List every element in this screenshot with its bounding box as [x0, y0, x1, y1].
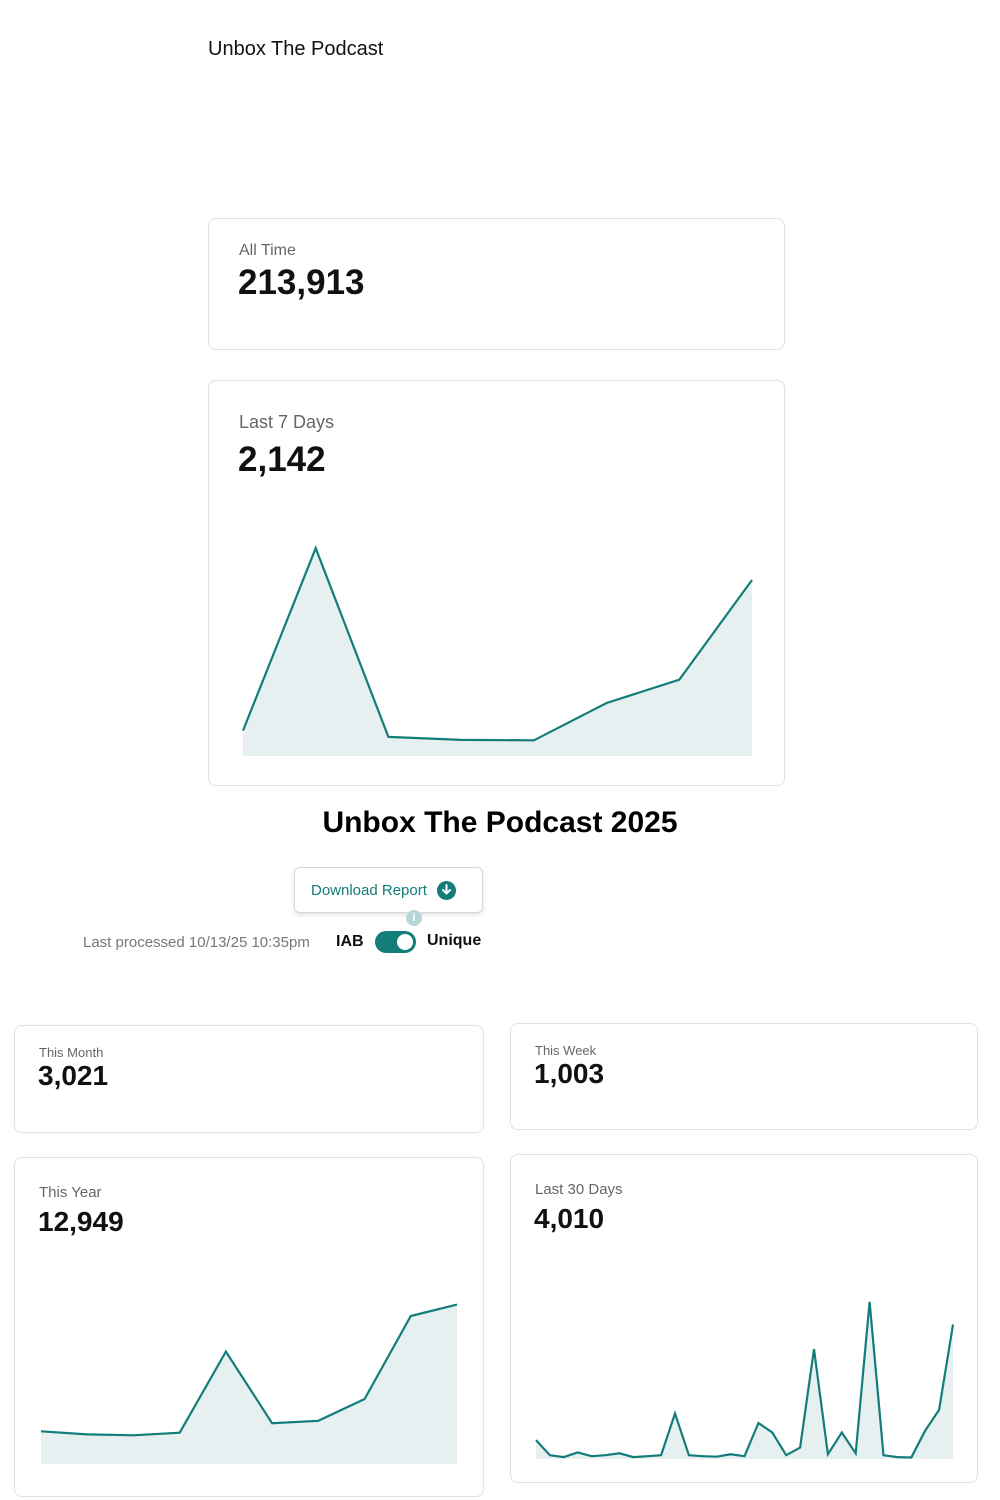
app-title: Unbox The Podcast: [208, 38, 384, 60]
last30-line: [535, 1301, 955, 1459]
this-month-label: This Month: [39, 1045, 104, 1060]
last-7-days-label: Last 7 Days: [239, 412, 335, 432]
this-week-card: This Week 1,003: [510, 1023, 978, 1130]
last-processed-text: Last processed 10/13/25 10:35pm: [83, 934, 310, 951]
download-report-label: Download Report: [311, 881, 427, 899]
last7-line: [241, 545, 753, 742]
this-year-label: This Year: [39, 1184, 102, 1201]
section-title: Unbox The Podcast 2025: [322, 806, 678, 839]
year-line: [40, 1303, 458, 1437]
all-time-value: 213,913: [238, 263, 365, 302]
last-30-days-label: Last 30 Days: [535, 1181, 623, 1198]
last-7-days-chart: [241, 545, 753, 756]
this-year-card: This Year 12,949: [14, 1157, 484, 1497]
download-arrow-icon: [436, 880, 456, 900]
last-7-days-card: Last 7 Days 2,142: [208, 380, 785, 786]
year-area: [41, 1304, 457, 1464]
last-30-days-value: 4,010: [534, 1203, 605, 1234]
download-report-button[interactable]: Download Report: [294, 867, 483, 913]
last-30-days-card: Last 30 Days 4,010: [510, 1154, 978, 1483]
last7-area: [243, 548, 752, 756]
info-icon[interactable]: i: [406, 910, 422, 926]
last-7-days-value: 2,142: [238, 440, 326, 479]
iab-toggle-label: IAB: [336, 933, 364, 950]
all-time-label: All Time: [239, 242, 296, 259]
this-year-value: 12,949: [38, 1206, 124, 1237]
unique-toggle-label: Unique: [427, 932, 482, 949]
last30-area: [536, 1301, 953, 1459]
this-year-chart: [40, 1303, 458, 1464]
toggle-knob: [397, 934, 413, 950]
this-week-label: This Week: [535, 1043, 597, 1058]
this-month-card: This Month 3,021: [14, 1025, 484, 1133]
iab-unique-toggle[interactable]: [375, 931, 416, 953]
this-month-value: 3,021: [38, 1060, 109, 1091]
this-week-value: 1,003: [534, 1058, 605, 1089]
last-30-days-chart: [535, 1301, 955, 1459]
all-time-card: All Time 213,913: [208, 218, 785, 350]
